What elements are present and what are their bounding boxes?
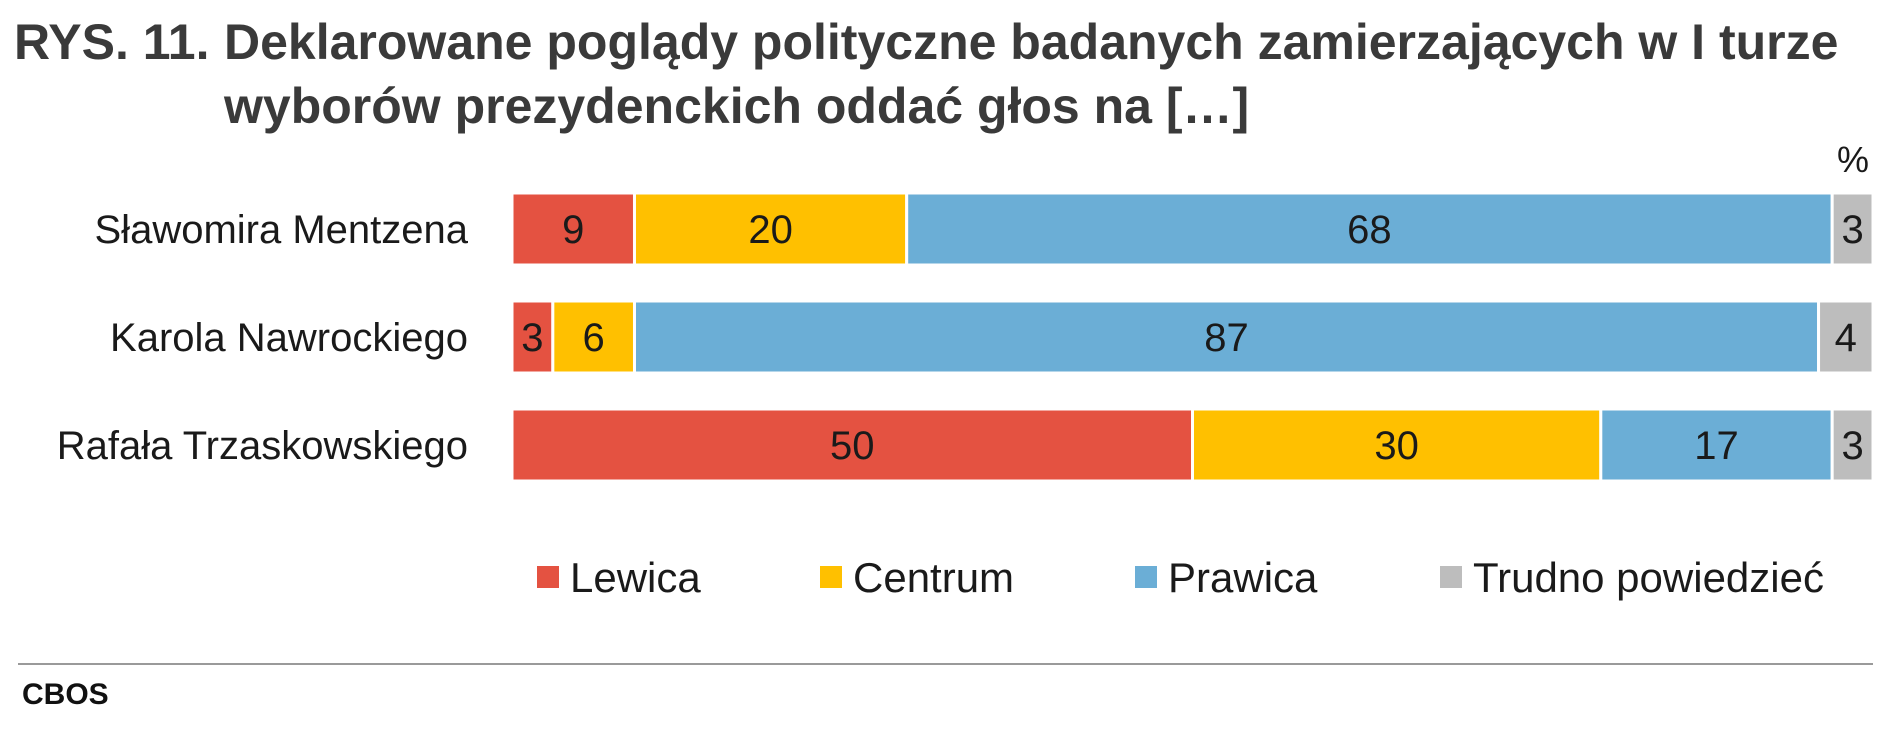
data-label: 9 [562, 208, 584, 252]
bar-segment [510, 299, 555, 375]
category-label: Karola Nawrockiego [110, 316, 468, 360]
bar-segment [1817, 299, 1875, 375]
bar-segment [1830, 407, 1875, 483]
legend-swatch [1440, 566, 1462, 588]
data-label: 20 [748, 208, 793, 252]
figure-number: RYS. 11. [14, 14, 210, 70]
data-label: 30 [1374, 424, 1419, 468]
legend-swatch [1135, 566, 1157, 588]
legend-label: Prawica [1168, 554, 1318, 601]
legend-label: Centrum [853, 554, 1014, 601]
bars-group: Sławomira Mentzena 9 20 68 3 Karola Nawrockie… [57, 191, 1875, 483]
bar-segment [1830, 191, 1875, 267]
data-label: 3 [1841, 208, 1863, 252]
legend: Lewica Centrum Prawica Trudno powiedzieć [537, 554, 1824, 601]
stacked-bar-chart: % Sławomira Mentzena 9 20 68 3 Karola Nawrock… [57, 139, 1875, 601]
bar-segment [551, 299, 636, 375]
data-label: 6 [583, 316, 605, 360]
data-label: 68 [1347, 208, 1392, 252]
data-label: 3 [521, 316, 543, 360]
legend-label: Trudno powiedzieć [1473, 554, 1824, 601]
bar-segment [632, 191, 909, 267]
bar-segment [905, 191, 1834, 267]
data-label: 87 [1204, 316, 1249, 360]
divider-line [18, 663, 1873, 665]
bar-segment [1191, 407, 1603, 483]
category-label: Sławomira Mentzena [95, 208, 469, 252]
data-label: 17 [1694, 424, 1739, 468]
legend-swatch [820, 566, 842, 588]
category-label: Rafała Trzaskowskiego [57, 424, 468, 468]
data-label: 4 [1835, 316, 1857, 360]
unit-label: % [1837, 139, 1869, 180]
chart-title: RYS. 11. Deklarowane poglądy polityczne b… [14, 10, 1874, 138]
data-label: 3 [1841, 424, 1863, 468]
data-label: 50 [830, 424, 875, 468]
bar-segment [510, 407, 1194, 483]
source-label: CBOS [22, 678, 109, 711]
bar-segment [632, 299, 1821, 375]
legend-label: Lewica [570, 554, 701, 601]
bar-segment [1599, 407, 1834, 483]
title-line-2: wyborów prezydenckich oddać głos na […] [224, 78, 1250, 134]
title-line-1: Deklarowane poglądy polityczne badanych … [224, 14, 1839, 70]
legend-swatch [537, 566, 559, 588]
